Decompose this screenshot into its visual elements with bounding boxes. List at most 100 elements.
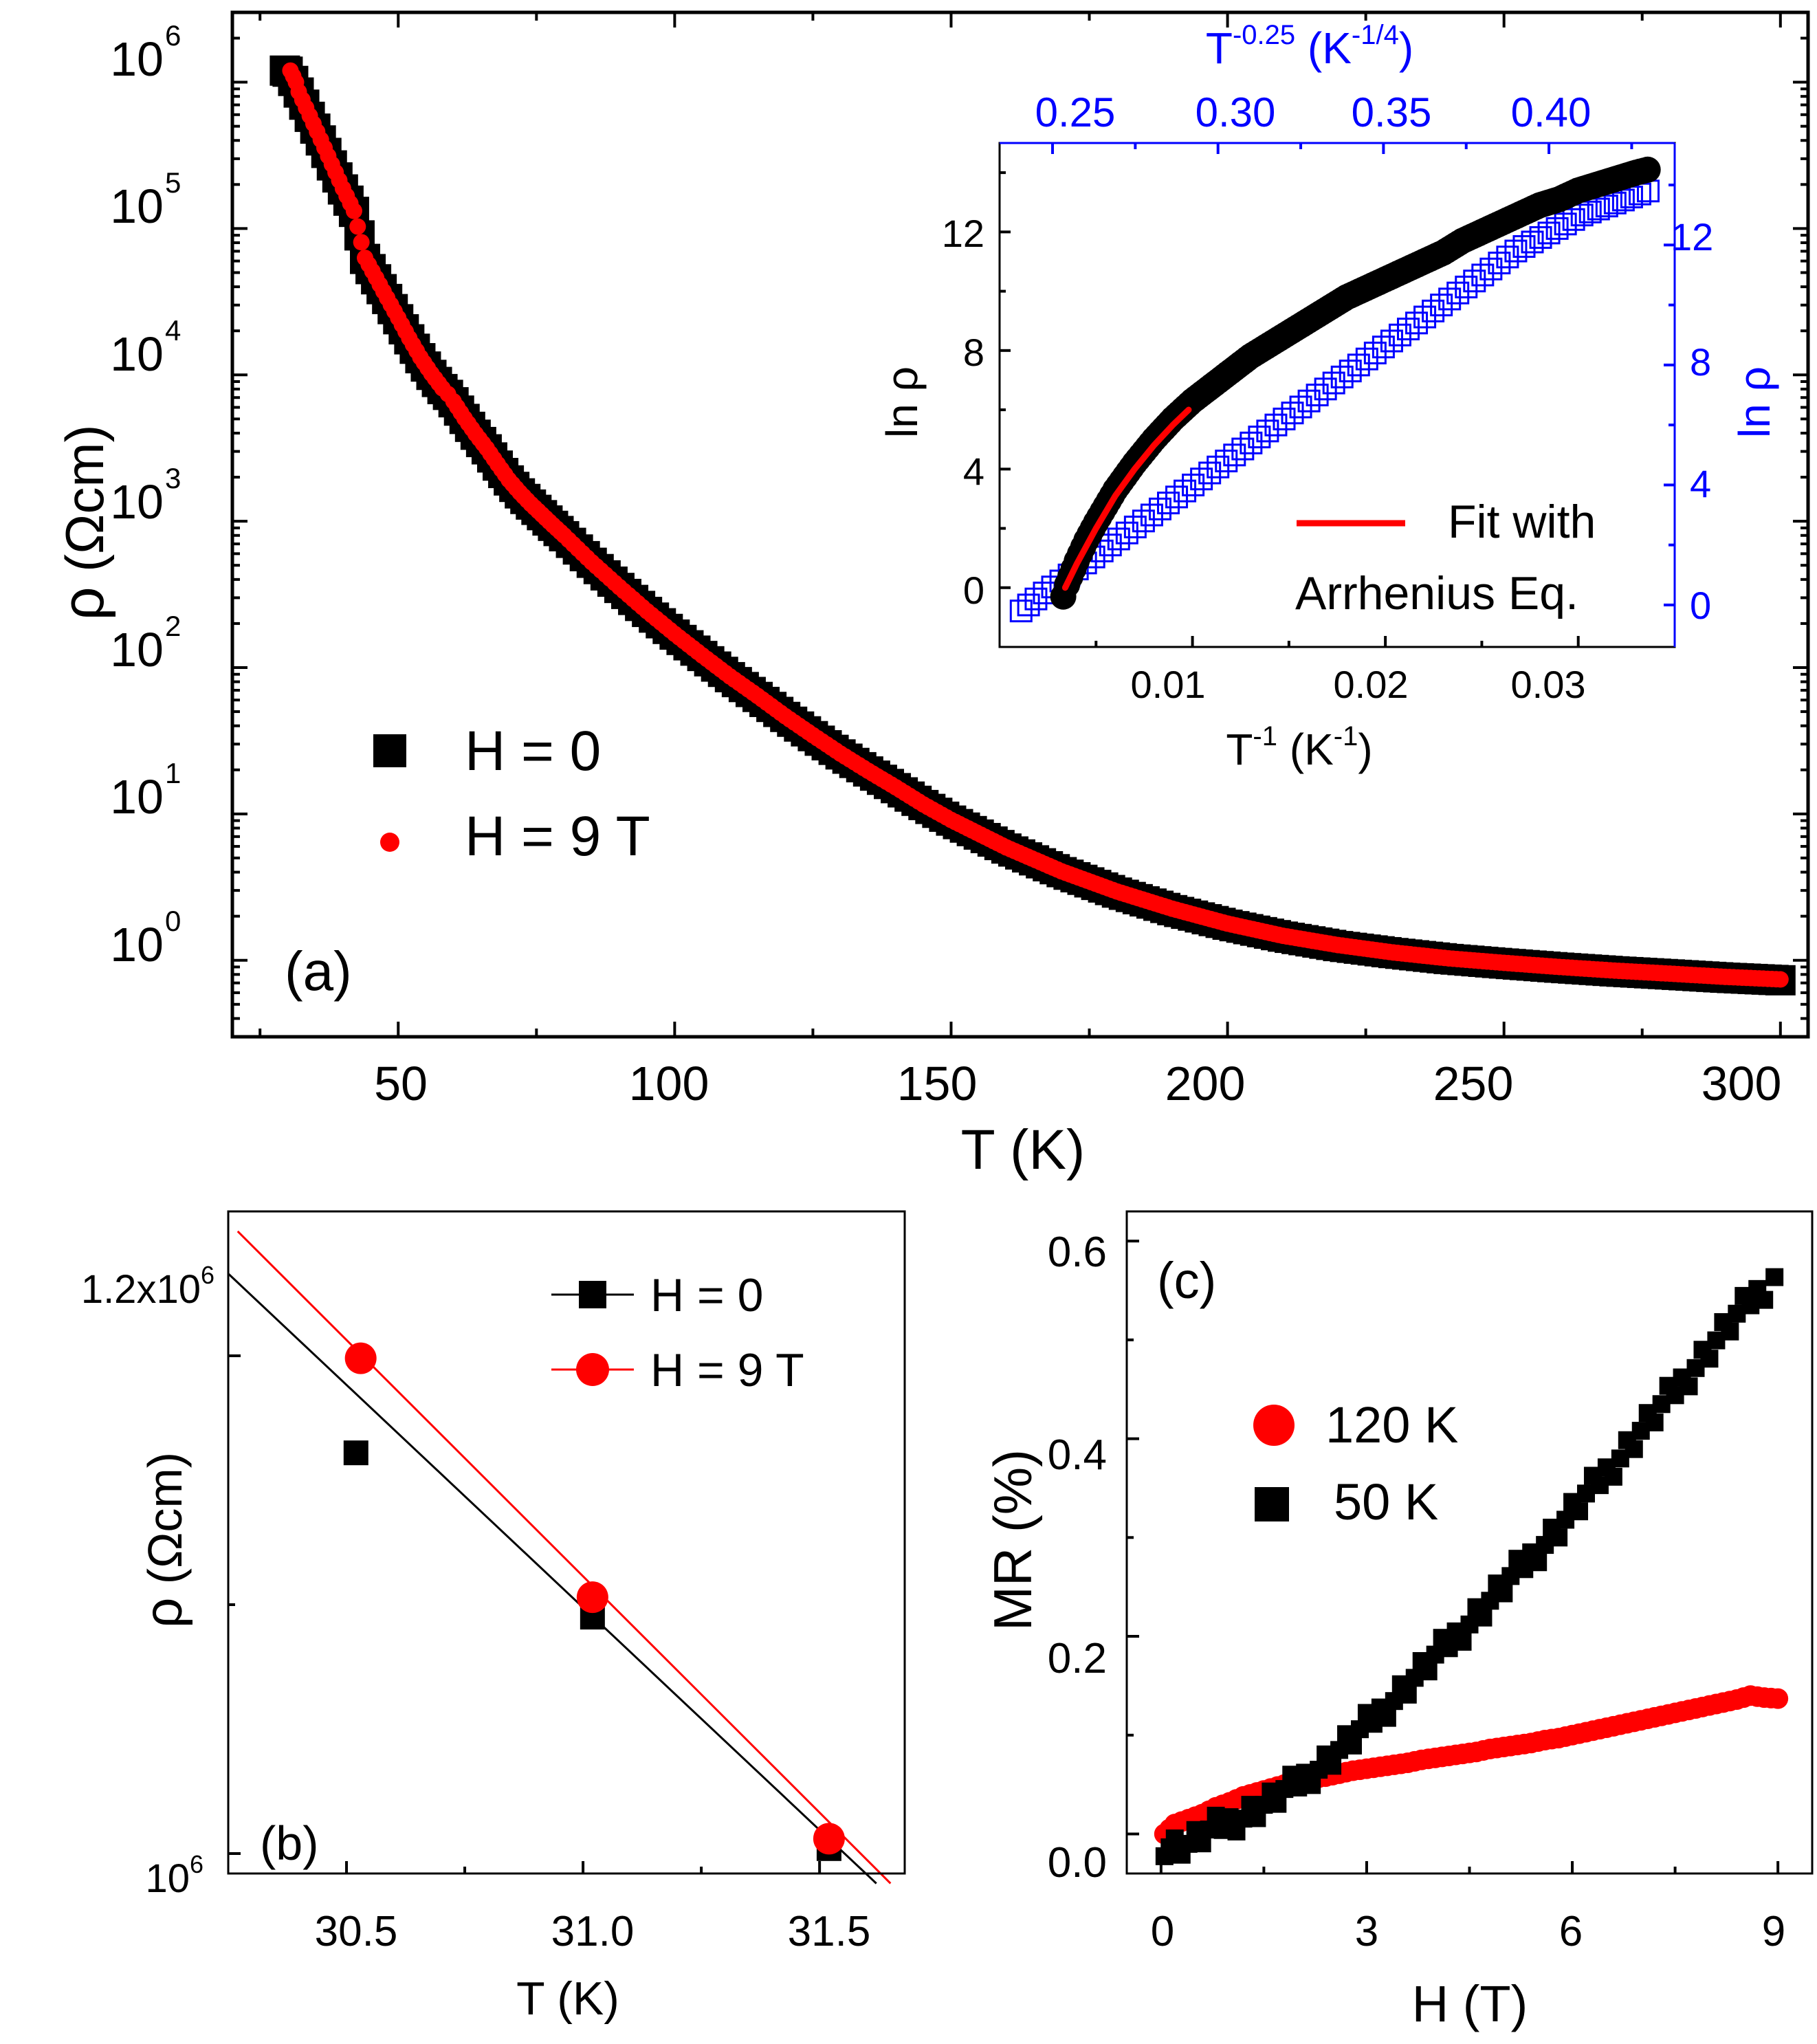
panel-c-point-50k bbox=[1700, 1350, 1719, 1368]
panel-a-xtick-label: 150 bbox=[897, 1057, 978, 1110]
inset-point-vrh bbox=[1578, 200, 1602, 223]
panel-c-point-50k bbox=[1453, 1632, 1472, 1651]
panel-b-frame bbox=[227, 1210, 906, 1875]
inset-point-vrh bbox=[1488, 252, 1511, 275]
panel-b-xlabel: T (K) bbox=[516, 1972, 619, 2025]
inset-ytick-left: 4 bbox=[963, 450, 984, 493]
inset-point-vrh bbox=[1347, 353, 1370, 377]
panel-b-xtick-label: 30.5 bbox=[315, 1908, 398, 1955]
inset-point-vrh bbox=[1140, 503, 1163, 527]
panel-c-point-50k bbox=[1529, 1553, 1548, 1572]
svg-text:4: 4 bbox=[165, 314, 181, 347]
svg-text:6: 6 bbox=[165, 19, 181, 52]
panel-c-point-50k bbox=[1721, 1322, 1739, 1341]
inset-point-vrh bbox=[1330, 365, 1354, 388]
inset-point-vrh bbox=[1438, 287, 1462, 311]
inset-xtick-bottom: 0.03 bbox=[1511, 663, 1586, 706]
panel-c-series-50k bbox=[1155, 1268, 1784, 1865]
legend-marker-square bbox=[373, 734, 406, 767]
panel-a-xtick-label: 50 bbox=[374, 1057, 428, 1110]
panel-c-point-50k bbox=[1474, 1608, 1493, 1627]
legend-marker-square bbox=[579, 1281, 606, 1308]
inset-ytick-left: 0 bbox=[963, 569, 984, 612]
panel-c-point-50k bbox=[1604, 1467, 1622, 1486]
panel-c-ytick-label: 0.0 bbox=[1048, 1839, 1107, 1887]
inset-point-vrh bbox=[1587, 197, 1610, 221]
inset-point-vrh bbox=[1455, 275, 1478, 298]
svg-text:0: 0 bbox=[165, 905, 181, 937]
inset-point-vrh bbox=[1537, 221, 1561, 245]
svg-text:10: 10 bbox=[110, 770, 164, 824]
panel-b-ytick-label: 106 bbox=[145, 1850, 203, 1901]
inset-point-vrh bbox=[1339, 360, 1362, 383]
inset-point-vrh bbox=[1273, 407, 1296, 430]
legend-label-h9: H = 9 T bbox=[465, 805, 650, 868]
inset-point-vrh bbox=[1396, 318, 1420, 341]
inset-point-vrh bbox=[1009, 600, 1033, 623]
inset-point-vrh bbox=[1504, 239, 1528, 263]
inset-xtick-bottom: 0.01 bbox=[1131, 663, 1206, 706]
panel-c-point-50k bbox=[1765, 1268, 1784, 1286]
panel-b-point-h9 bbox=[344, 1342, 377, 1374]
panel-c: 0 3 6 9 0.0 0.2 0.4 0.6 H (T) MR (%) (c)… bbox=[982, 1210, 1814, 2032]
inset-point-vrh bbox=[1512, 235, 1536, 259]
inset-ytick-right: 8 bbox=[1690, 340, 1711, 384]
panel-b-legend: H = 0 H = 9 T bbox=[551, 1269, 804, 1396]
panel-a-ylabel: ρ (Ωcm) bbox=[50, 425, 116, 621]
inset-point-vrh bbox=[1306, 384, 1329, 406]
panel-c-point-50k bbox=[1680, 1377, 1698, 1396]
inset-point-vrh bbox=[1521, 230, 1544, 254]
inset-xtick-top: 0.35 bbox=[1352, 89, 1432, 135]
panel-c-point-120k bbox=[1768, 1688, 1789, 1709]
panel-c-point-50k bbox=[1625, 1440, 1643, 1458]
legend-label-120k: 120 K bbox=[1325, 1396, 1458, 1453]
inset-point-vrh bbox=[1413, 305, 1437, 329]
panel-b-point-h9 bbox=[813, 1823, 845, 1855]
panel-c-point-50k bbox=[1495, 1584, 1513, 1603]
panel-a-inset: 0.01 0.02 0.03 0.25 0.30 0.35 0.40 0 4 8… bbox=[877, 20, 1779, 774]
panel-a-ytick-label: 10 6 bbox=[110, 19, 181, 86]
inset-point-arrhenius bbox=[1634, 156, 1661, 183]
panel-a-xtick-label: 200 bbox=[1165, 1057, 1246, 1110]
inset-point-vrh bbox=[1314, 377, 1337, 401]
panel-c-point-50k bbox=[1398, 1685, 1417, 1704]
inset-point-vrh bbox=[1355, 347, 1378, 371]
legend-label-h0: H = 0 bbox=[650, 1269, 763, 1321]
inset-ytick-right: 0 bbox=[1690, 584, 1711, 627]
inset-point-vrh bbox=[1479, 257, 1503, 281]
inset-point-vrh bbox=[1256, 419, 1279, 443]
inset-point-vrh bbox=[1281, 402, 1304, 425]
panel-a-point-h9 bbox=[349, 218, 366, 235]
inset-point-vrh bbox=[1024, 587, 1048, 611]
panel-a-xlabel: T (K) bbox=[961, 1119, 1086, 1181]
panel-a-ytick-label: 10 4 bbox=[110, 314, 181, 381]
svg-text:10: 10 bbox=[110, 32, 164, 86]
legend-marker-circle bbox=[380, 833, 399, 852]
inset-point-vrh bbox=[1017, 593, 1040, 617]
inset-legend: Fit with Arrhenius Eq. bbox=[1295, 496, 1596, 619]
inset-point-vrh bbox=[1248, 426, 1271, 449]
inset-fit-line bbox=[1061, 406, 1192, 591]
panel-c-xtick-label: 3 bbox=[1355, 1908, 1378, 1955]
panel-c-point-50k bbox=[1344, 1736, 1363, 1755]
panel-a-point-h9 bbox=[345, 202, 362, 219]
panel-c-point-50k bbox=[1323, 1757, 1342, 1775]
inset-point-vrh bbox=[1529, 226, 1552, 249]
inset-point-vrh bbox=[1132, 509, 1155, 533]
svg-text:10: 10 bbox=[110, 327, 164, 381]
inset-xtick-top: 0.25 bbox=[1035, 89, 1116, 135]
inset-ytick-right: 4 bbox=[1690, 462, 1711, 505]
legend-marker-circle bbox=[1253, 1405, 1295, 1446]
inset-point-vrh bbox=[1215, 449, 1238, 472]
svg-text:5: 5 bbox=[165, 166, 181, 199]
inset-point-vrh bbox=[1157, 492, 1180, 515]
inset-series-vrh bbox=[1009, 179, 1660, 623]
panel-a-ytick-label: 10 5 bbox=[110, 166, 181, 233]
panel-a-xtick-label: 100 bbox=[629, 1057, 709, 1110]
inset-fit-curve bbox=[1061, 406, 1192, 591]
legend-label-50k: 50 K bbox=[1334, 1473, 1438, 1530]
panel-b-label: (b) bbox=[260, 1816, 319, 1870]
inset-xtick-top: 0.30 bbox=[1196, 89, 1276, 135]
inset-point-vrh bbox=[1595, 195, 1618, 218]
